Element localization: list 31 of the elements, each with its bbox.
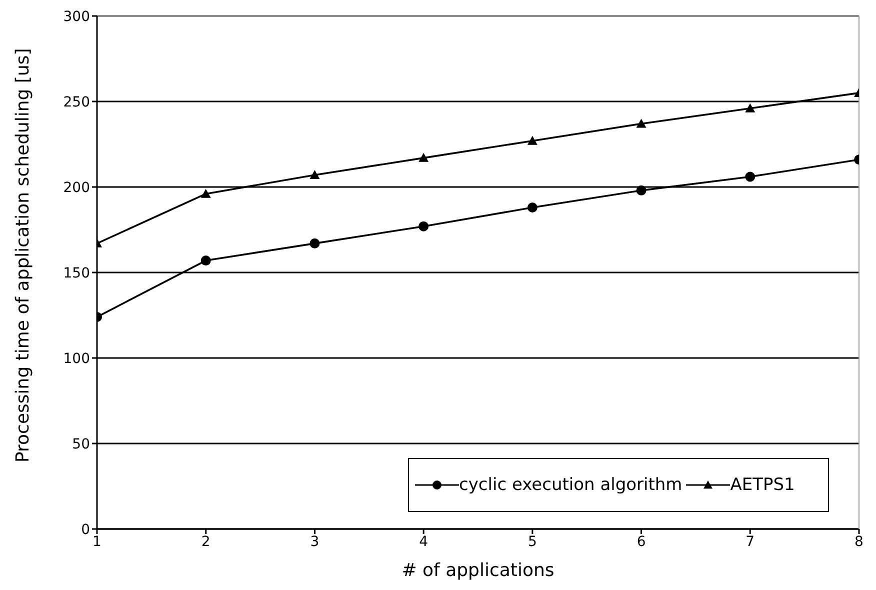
point: [745, 172, 756, 182]
point: [200, 256, 211, 266]
point: [310, 238, 320, 248]
x-tick-label: 5: [528, 534, 537, 550]
y-tick-label: 300: [63, 8, 90, 25]
point: [200, 188, 211, 198]
x-tick-label: 4: [419, 534, 428, 550]
y-tick-label: 50: [72, 436, 90, 452]
legend-label: cyclic execution algorithm: [459, 475, 682, 495]
point: [418, 221, 429, 232]
point: [636, 118, 646, 128]
x-tick-label: 8: [854, 534, 864, 550]
point: [636, 185, 646, 196]
legend-label: AETPS1: [730, 475, 795, 495]
point: [527, 202, 538, 213]
point: [310, 170, 320, 180]
x-tick-label: 6: [636, 534, 646, 550]
point: [527, 136, 538, 145]
y-axis-title: Processing time of application scheduling [us]: [12, 48, 34, 462]
y-tick-label: 200: [63, 180, 90, 196]
y-tick-label: 250: [63, 94, 90, 110]
y-tick-label: 100: [63, 350, 90, 367]
x-tick-label: 3: [310, 534, 320, 550]
x-tick-label: 1: [92, 534, 102, 550]
y-tick-label: 150: [63, 265, 90, 282]
point: [418, 152, 429, 162]
point: [745, 103, 756, 112]
y-tick-label: 0: [81, 522, 90, 538]
x-axis-title: # of applications: [402, 560, 554, 581]
x-tick-label: 7: [746, 534, 755, 550]
x-tick-label: 2: [201, 534, 210, 550]
